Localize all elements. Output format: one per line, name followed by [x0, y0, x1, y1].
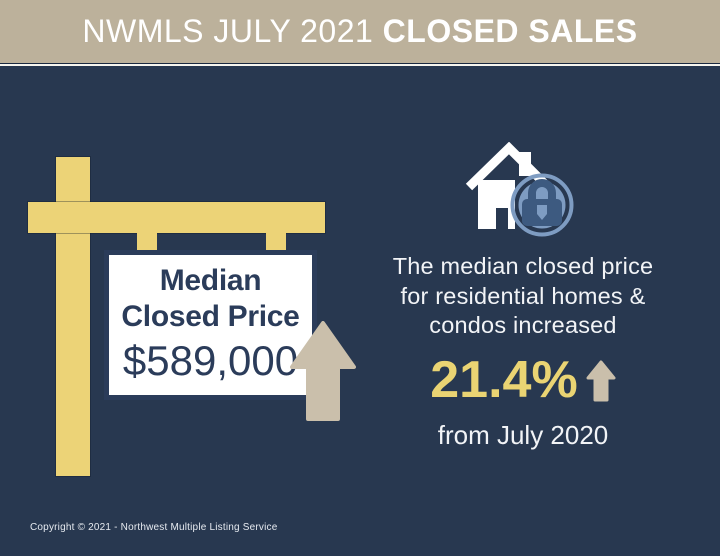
sign-label-line2: Closed Price — [121, 300, 300, 333]
sign-hanger-right — [266, 232, 286, 252]
banner-title-regular: NWMLS JULY 2021 — [82, 13, 383, 49]
sign-board: Median Closed Price $589,000 — [104, 250, 317, 400]
house-icon — [465, 142, 549, 229]
header-banner: NWMLS JULY 2021 CLOSED SALES — [0, 0, 720, 66]
sign-label-line1: Median — [159, 264, 262, 297]
banner-title-bold: CLOSED SALES — [382, 13, 638, 49]
copyright-text: Copyright © 2021 - Northwest Multiple Li… — [30, 522, 278, 533]
median-price-value: $589,000 — [122, 337, 299, 384]
yard-sign-crossbar — [28, 202, 325, 233]
stat-block: The median closed price for residential … — [373, 252, 673, 451]
up-arrow-icon — [290, 321, 356, 421]
stat-description-line3: condos increased — [429, 312, 617, 338]
percent-row: 21.4% — [373, 350, 673, 409]
banner-title: NWMLS JULY 2021 CLOSED SALES — [82, 13, 637, 50]
percent-increase-value: 21.4% — [430, 350, 578, 409]
sign-hanger-left — [137, 232, 157, 252]
padlock-icon — [510, 173, 574, 237]
up-arrow-icon — [586, 360, 616, 401]
comparison-period-label: from July 2020 — [437, 419, 609, 450]
stat-description-line2: for residential homes & — [400, 282, 646, 309]
house-with-padlock-icon — [465, 142, 574, 237]
stat-description-line1: The median closed price — [392, 253, 654, 279]
